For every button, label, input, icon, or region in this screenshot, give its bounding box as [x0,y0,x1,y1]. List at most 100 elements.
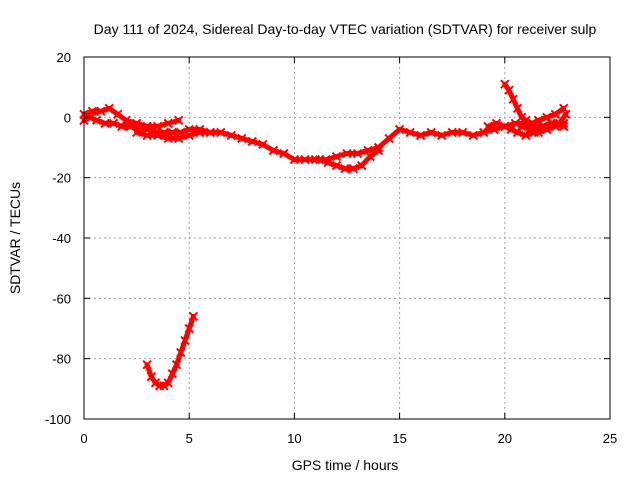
x-tick-label: 10 [287,431,301,446]
x-tick-label: 5 [186,431,193,446]
data-point [100,118,110,129]
data-point [176,347,186,358]
data-point [550,121,561,132]
series-outlier-arc [142,311,199,391]
data-point [458,127,468,138]
data-point [436,130,447,141]
data-point [184,323,194,334]
data-point [559,103,569,113]
data-point [365,151,375,162]
x-tick-label: 25 [603,431,617,446]
data-point [142,121,152,132]
data-point [237,133,247,144]
data-point [258,139,268,150]
data-point [542,124,552,135]
data-point [447,127,457,138]
series-layer [79,79,571,391]
y-tick-label: -80 [52,352,71,367]
data-point [384,133,394,144]
data-point [533,115,544,126]
y-tick-label: -60 [52,291,71,306]
grid-layer [84,57,610,419]
data-point [142,130,152,141]
data-point [314,154,325,165]
data-point [491,118,502,129]
data-point [163,118,173,129]
data-point [121,115,131,126]
data-point [173,133,184,144]
data-point [205,127,215,138]
series-dip-branch [314,145,384,174]
series-late-branch-2 [516,118,569,138]
data-point [146,372,157,382]
data-point [415,130,426,141]
data-point [504,85,514,95]
data-point [171,359,182,370]
data-point [533,127,544,138]
data-point [180,335,190,346]
x-axis-label: GPS time / hours [292,457,399,473]
data-point [268,145,279,156]
data-point [184,130,194,141]
data-point [96,106,106,117]
data-point [87,106,98,117]
data-point [131,127,142,138]
data-point [342,148,352,159]
y-tick-label: 0 [64,110,71,125]
data-point [247,136,258,147]
y-tick-label: -40 [52,231,71,246]
data-point [108,118,119,129]
series-lower-band [131,127,215,144]
data-point [163,378,173,388]
data-point [131,118,142,129]
chart-title: Day 111 of 2024, Sidereal Day-to-day VTE… [94,21,597,37]
data-point [104,103,114,113]
data-point [357,160,367,171]
series-upper-band [79,103,184,132]
data-point [173,115,184,126]
data-point [527,118,537,129]
data-point [323,157,333,168]
x-tick-label: 0 [80,431,87,446]
data-point [163,133,173,144]
data-point [559,118,569,129]
data-point [426,127,436,138]
data-point [112,109,123,120]
data-point [195,127,205,138]
y-tick-label: 20 [57,50,71,65]
data-point [516,121,527,132]
data-point [468,130,478,141]
data-point [394,124,405,135]
data-point [512,103,523,113]
plot-frame [83,56,611,420]
data-point [167,369,178,379]
series-late-spike [500,79,569,129]
data-point [479,127,489,138]
data-point [506,124,516,135]
data-point [352,148,363,159]
data-point [500,79,510,89]
data-point [550,109,561,120]
y-tick-label: -20 [52,171,71,186]
data-point [289,154,300,165]
data-point [521,130,531,141]
data-point [500,121,510,132]
data-point [483,121,493,132]
data-point [152,130,163,141]
data-point [405,127,415,138]
data-point [216,127,226,138]
y-axis-label: SDTVAR / TECUs [7,182,23,294]
x-tick-label: 20 [498,431,512,446]
data-point [331,151,342,162]
data-point [542,112,552,123]
data-point [226,130,236,141]
tick-layer: 0 5 10 15 20 25 -100 -80 -60 -40 -20 0 20 [45,50,617,446]
data-point [348,163,359,174]
data-point [525,124,535,135]
data-point [279,148,289,159]
data-point [152,121,163,132]
data-point [508,94,518,104]
data-point [512,127,523,138]
